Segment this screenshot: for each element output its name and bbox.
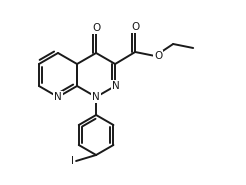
Text: N: N [54,92,62,102]
Text: O: O [131,22,139,32]
Text: N: N [112,81,120,91]
Text: N: N [92,92,100,102]
Text: N: N [54,92,62,102]
Text: O: O [154,51,162,61]
Text: I: I [71,156,74,166]
Text: O: O [92,23,100,33]
